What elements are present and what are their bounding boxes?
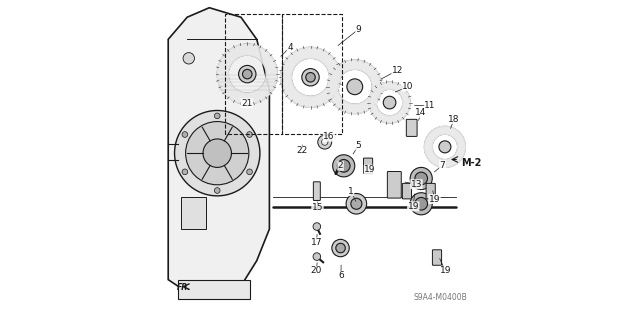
Text: 19: 19 xyxy=(364,165,376,174)
Circle shape xyxy=(214,188,220,193)
FancyBboxPatch shape xyxy=(406,119,417,137)
FancyBboxPatch shape xyxy=(314,182,320,200)
Circle shape xyxy=(183,53,195,64)
Text: 6: 6 xyxy=(338,271,344,280)
Ellipse shape xyxy=(336,243,346,253)
FancyBboxPatch shape xyxy=(426,183,435,199)
Ellipse shape xyxy=(302,69,319,86)
Ellipse shape xyxy=(439,141,451,153)
Text: 2: 2 xyxy=(338,161,344,170)
Text: 12: 12 xyxy=(392,66,403,75)
Text: 5: 5 xyxy=(356,141,362,150)
Text: S9A4-M0400B: S9A4-M0400B xyxy=(413,293,467,302)
Ellipse shape xyxy=(346,194,367,214)
Ellipse shape xyxy=(337,160,350,172)
Text: 20: 20 xyxy=(310,266,322,275)
Ellipse shape xyxy=(415,172,428,185)
Circle shape xyxy=(313,223,321,230)
Circle shape xyxy=(175,110,260,196)
Ellipse shape xyxy=(410,167,432,189)
Polygon shape xyxy=(369,82,410,123)
Text: 19: 19 xyxy=(440,266,451,275)
Text: FR.: FR. xyxy=(177,283,191,292)
Text: 15: 15 xyxy=(312,203,323,212)
Text: 18: 18 xyxy=(449,115,460,123)
Text: 13: 13 xyxy=(411,180,422,189)
Ellipse shape xyxy=(243,69,252,79)
Text: 17: 17 xyxy=(310,238,322,247)
Circle shape xyxy=(203,139,232,167)
Ellipse shape xyxy=(333,155,355,177)
FancyBboxPatch shape xyxy=(433,250,442,265)
Circle shape xyxy=(214,113,220,119)
Circle shape xyxy=(313,253,321,260)
Text: 21: 21 xyxy=(241,99,252,108)
Text: 7: 7 xyxy=(440,161,445,170)
Ellipse shape xyxy=(332,239,349,257)
Circle shape xyxy=(182,132,188,137)
Circle shape xyxy=(246,132,252,137)
Ellipse shape xyxy=(415,197,428,210)
Text: 19: 19 xyxy=(408,202,419,211)
Ellipse shape xyxy=(306,72,316,82)
Text: 4: 4 xyxy=(287,43,292,52)
Ellipse shape xyxy=(410,193,432,215)
Polygon shape xyxy=(217,44,277,104)
FancyBboxPatch shape xyxy=(364,158,372,174)
Circle shape xyxy=(186,122,249,185)
Ellipse shape xyxy=(347,79,363,95)
Polygon shape xyxy=(424,126,465,167)
FancyBboxPatch shape xyxy=(181,197,206,229)
FancyBboxPatch shape xyxy=(403,183,412,199)
Ellipse shape xyxy=(351,198,362,209)
Text: 16: 16 xyxy=(323,132,335,141)
Text: 9: 9 xyxy=(356,25,362,34)
Text: 10: 10 xyxy=(402,82,413,91)
Circle shape xyxy=(182,169,188,175)
Circle shape xyxy=(321,139,328,145)
Circle shape xyxy=(246,169,252,175)
FancyBboxPatch shape xyxy=(387,172,401,198)
Ellipse shape xyxy=(239,65,256,83)
Polygon shape xyxy=(178,280,250,299)
Text: 22: 22 xyxy=(296,146,307,155)
Text: 11: 11 xyxy=(424,100,436,110)
Ellipse shape xyxy=(383,96,396,109)
Polygon shape xyxy=(168,8,269,299)
Text: M-2: M-2 xyxy=(461,158,481,168)
Polygon shape xyxy=(328,60,381,114)
Text: 1: 1 xyxy=(348,187,354,196)
Polygon shape xyxy=(280,47,340,107)
Circle shape xyxy=(318,135,332,149)
Text: 14: 14 xyxy=(415,108,426,117)
Text: 19: 19 xyxy=(429,195,440,204)
